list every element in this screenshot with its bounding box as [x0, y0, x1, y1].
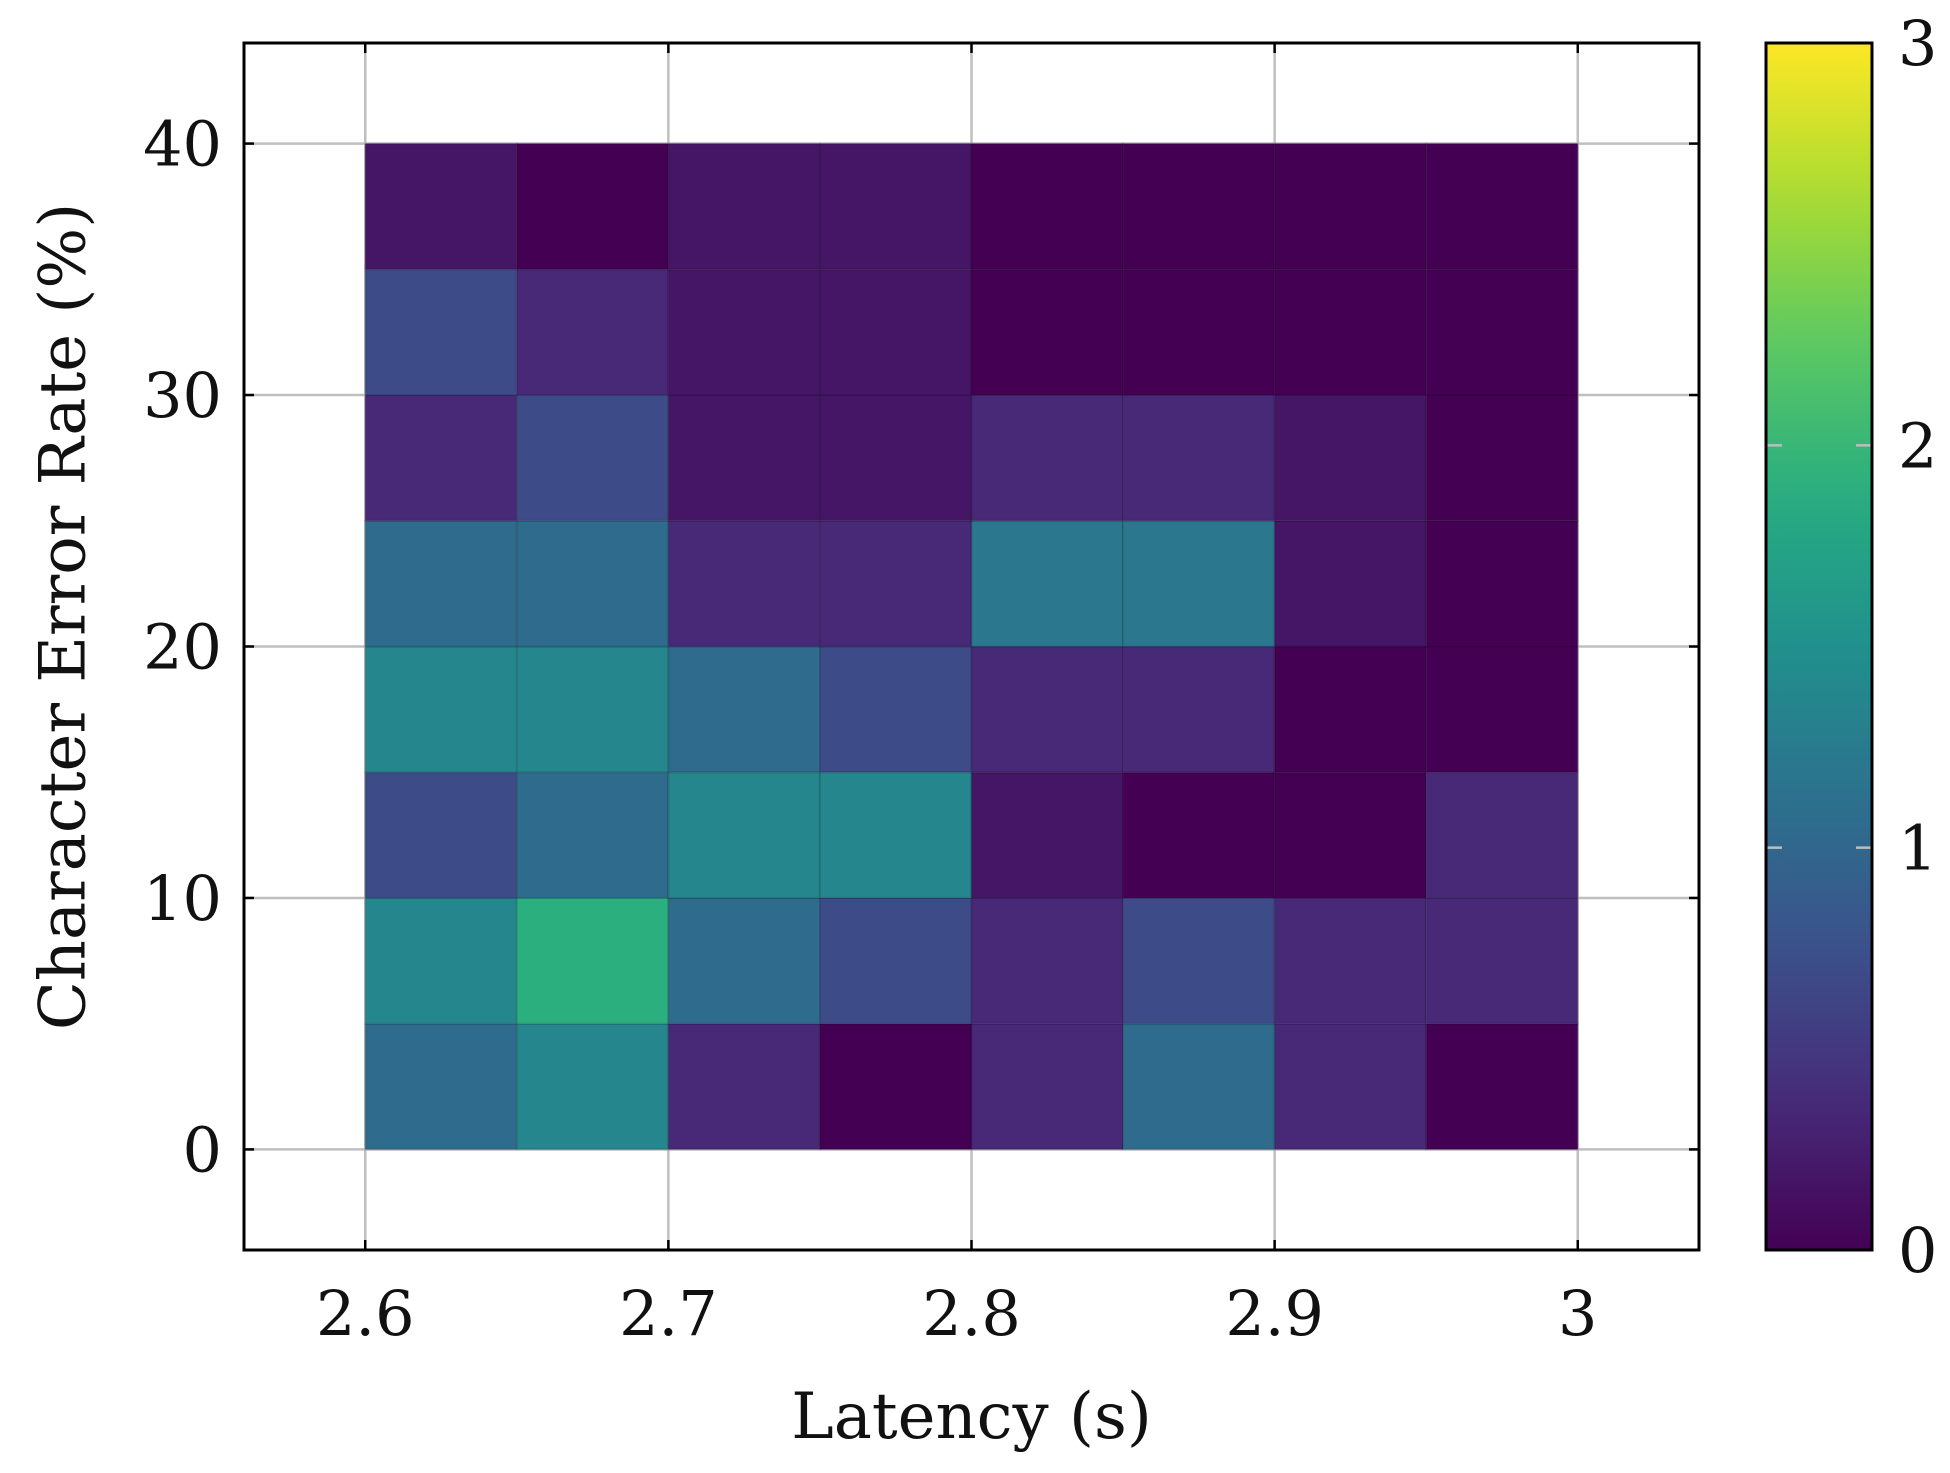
heatmap-cell-r0-c1 — [515, 1022, 670, 1151]
heatmap-cell-r5-c0 — [364, 394, 518, 522]
heatmap-cell-r2-c0 — [364, 771, 518, 899]
colorbar-tick-label-0: 0 — [1898, 1214, 1937, 1287]
heatmap-cell-r4-c6 — [1273, 519, 1428, 648]
x-axis-ticks: 2.6 2.7 2.8 2.9 3 — [316, 43, 1597, 1350]
heatmap-cell-r2-c4 — [970, 771, 1125, 899]
y-tick-label-2: 20 — [143, 611, 222, 684]
y-tick-label-0: 0 — [183, 1113, 222, 1186]
y-tick-label-3: 30 — [143, 359, 222, 432]
heatmap-cell-r2-c3 — [818, 771, 973, 899]
heatmap-cell-r6-c5 — [1122, 268, 1276, 397]
colorbar-tick-label-3: 3 — [1898, 7, 1937, 80]
heatmap-cell-r7-c3 — [818, 142, 973, 271]
heatmap-cell-r1-c7 — [1425, 896, 1579, 1025]
heatmap-cell-r1-c0 — [364, 896, 518, 1025]
heatmap-cell-r5-c4 — [970, 394, 1125, 522]
heatmap-cell-r6-c7 — [1425, 268, 1579, 397]
heatmap-cell-r3-c1 — [515, 645, 670, 774]
heatmap-cell-r3-c3 — [818, 645, 973, 774]
heatmap-cell-r4-c2 — [667, 519, 821, 648]
y-axis-ticks: 0 10 20 30 40 — [143, 108, 1699, 1186]
heatmap-cell-r7-c2 — [667, 142, 821, 271]
x-tick-label-4: 3 — [1558, 1277, 1597, 1350]
heatmap-cell-r7-c1 — [515, 142, 670, 271]
heatmap-cell-r2-c6 — [1273, 771, 1428, 899]
heatmap-cell-r0-c6 — [1273, 1022, 1428, 1151]
colorbar: 0 1 2 3 — [1764, 7, 1937, 1287]
heatmap-cell-r3-c4 — [970, 645, 1125, 774]
heatmap-cell-r1-c2 — [667, 896, 821, 1025]
heatmap-cell-r1-c6 — [1273, 896, 1428, 1025]
colorbar-tick-label-1: 1 — [1898, 812, 1937, 885]
heatmap-cell-r4-c3 — [818, 519, 973, 648]
heatmap-cell-r3-c5 — [1122, 645, 1276, 774]
x-tick-label-3: 2.9 — [1225, 1277, 1324, 1350]
heatmap-cell-r0-c3 — [818, 1022, 973, 1151]
heatmap-cell-r5-c1 — [515, 394, 670, 522]
x-tick-label-2: 2.8 — [922, 1277, 1021, 1350]
heatmap-cell-r4-c0 — [364, 519, 518, 648]
colorbar-gradient — [1766, 43, 1872, 1250]
heatmap-cell-r4-c4 — [970, 519, 1125, 648]
heatmap-cell-r1-c4 — [970, 896, 1125, 1025]
y-axis-label: Character Error Rate (%) — [27, 203, 101, 1030]
heatmap-cell-r3-c7 — [1425, 645, 1579, 774]
y-tick-label-1: 10 — [143, 862, 222, 935]
heatmap-cell-r5-c2 — [667, 394, 821, 522]
heatmap-cell-r3-c0 — [364, 645, 518, 774]
heatmap-cell-r0-c5 — [1122, 1022, 1276, 1151]
heatmap-cell-r0-c7 — [1425, 1022, 1579, 1151]
heatmap-cell-r2-c1 — [515, 771, 670, 899]
heatmap-cell-r7-c6 — [1273, 142, 1428, 271]
heatmap-cell-r3-c2 — [667, 645, 821, 774]
x-tick-label-0: 2.6 — [316, 1277, 415, 1350]
heatmap-cell-r0-c0 — [364, 1022, 518, 1151]
heatmap-cell-r6-c1 — [515, 268, 670, 397]
heatmap-cell-r7-c0 — [364, 142, 518, 271]
heatmap-cell-r2-c2 — [667, 771, 821, 899]
colorbar-frame — [1764, 41, 1874, 1252]
x-tick-label-1: 2.7 — [619, 1277, 718, 1350]
heatmap-cell-r6-c0 — [364, 268, 518, 397]
heatmap-cell-r4-c1 — [515, 519, 670, 648]
heatmap-cell-r1-c5 — [1122, 896, 1276, 1025]
heatmap-cell-r5-c5 — [1122, 394, 1276, 522]
heatmap-cell-r4-c7 — [1425, 519, 1579, 648]
heatmap-cell-r6-c2 — [667, 268, 821, 397]
heatmap-cell-r2-c7 — [1425, 771, 1579, 899]
heatmap-cell-r5-c6 — [1273, 394, 1428, 522]
heatmap-cell-r2-c5 — [1122, 771, 1276, 899]
heatmap-cell-r7-c7 — [1425, 142, 1579, 271]
heatmap-cell-r0-c4 — [970, 1022, 1125, 1151]
heatmap-cell-r4-c5 — [1122, 519, 1276, 648]
heatmap-cell-r7-c5 — [1122, 142, 1276, 271]
heatmap-cell-r1-c1 — [515, 896, 670, 1025]
y-tick-label-4: 40 — [143, 108, 222, 181]
x-axis-label: Latency (s) — [791, 1380, 1152, 1454]
heatmap-cells — [364, 142, 1579, 1151]
heatmap-cell-r7-c4 — [970, 142, 1125, 271]
colorbar-tick-label-2: 2 — [1898, 409, 1937, 482]
heatmap-cell-r6-c6 — [1273, 268, 1428, 397]
heatmap-cell-r3-c6 — [1273, 645, 1428, 774]
heatmap-cell-r0-c2 — [667, 1022, 821, 1151]
heatmap-cell-r5-c3 — [818, 394, 973, 522]
heatmap-cell-r1-c3 — [818, 896, 973, 1025]
heatmap-cell-r6-c4 — [970, 268, 1125, 397]
heatmap-cell-r6-c3 — [818, 268, 973, 397]
heatmap-cell-r5-c7 — [1425, 394, 1579, 522]
